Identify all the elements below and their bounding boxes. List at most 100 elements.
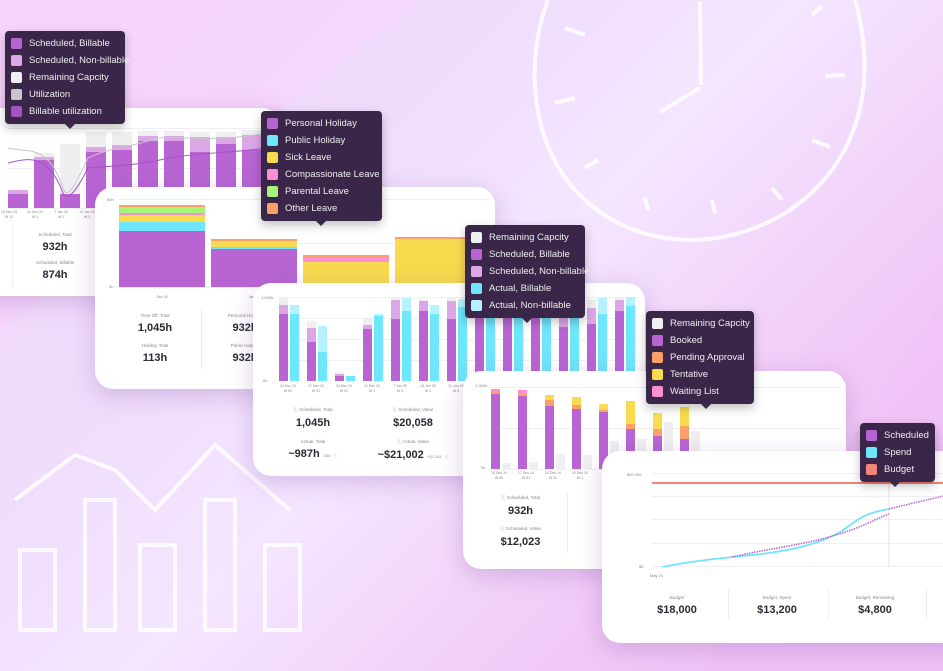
legend-item: Waiting List (652, 383, 748, 400)
chart-bar[interactable] (60, 144, 80, 208)
x-label: 7 Jan 25 (54, 210, 68, 214)
chart-bar[interactable] (598, 298, 607, 381)
legend-item: Public Holiday (267, 132, 376, 149)
chart-bar[interactable] (664, 422, 673, 469)
x-label: Dec 24 (156, 295, 168, 299)
chart-bar[interactable] (346, 376, 355, 381)
stat-personal-holiday: Personal Holiday 932h (227, 313, 263, 334)
chart-bar[interactable] (34, 153, 54, 208)
x-label: 31 Dec 24 (27, 210, 43, 214)
legend-item: Other Leave (267, 200, 376, 217)
chart-bar[interactable] (626, 297, 635, 381)
y-axis-label: 50h (107, 197, 114, 202)
chart-bar[interactable] (491, 389, 500, 469)
chart-bar[interactable] (626, 401, 635, 469)
x-label: 24 Dec 24 (1, 210, 17, 214)
legend-item: Compassionate Leave (267, 166, 380, 183)
chart-bar[interactable] (119, 205, 205, 287)
legend-item: Scheduled, Non-billable (11, 52, 129, 69)
booking-legend-tooltip: Remaining Capcity Booked Pending Approva… (646, 311, 754, 409)
chart-bar[interactable] (335, 372, 344, 381)
chart-bar[interactable] (391, 297, 400, 381)
stat-budget-spent: Budget, Spent $13,200 (757, 595, 797, 616)
chart-bar[interactable] (318, 326, 327, 381)
x-label: 31 Dec 24 (364, 384, 380, 388)
legend-item: Scheduled, Billable (471, 246, 579, 263)
stat-actual-total: Actual, Total ~987h -58h ⓘ (288, 439, 338, 460)
stat-scheduled-total: ⓘ Scheduled, Total 932h (501, 495, 540, 517)
legend-item: Actual, Billable (471, 280, 579, 297)
chart-bar[interactable] (211, 239, 297, 287)
chart-bar[interactable] (518, 390, 527, 469)
utilization-legend-tooltip: Scheduled, Billable Scheduled, Non-billa… (5, 31, 129, 129)
chart-bar[interactable] (583, 455, 592, 469)
chart-bar[interactable] (430, 305, 439, 381)
y-axis-label: 0h (481, 465, 486, 470)
chart-bar[interactable] (691, 431, 700, 469)
x-label: 17 Dec 24 (308, 384, 324, 388)
chart-bar[interactable] (529, 462, 538, 469)
chart-bar[interactable] (615, 297, 624, 381)
chart-bar[interactable] (599, 404, 608, 469)
x-label: W 3 (424, 389, 432, 393)
utilization-lines (8, 132, 269, 197)
legend-item: Scheduled, Billable (11, 35, 119, 52)
y-axis-label: 1,000h (261, 295, 274, 300)
chart-bar[interactable] (307, 321, 316, 381)
budget-legend-tooltip: Scheduled Spend Budget (860, 423, 935, 487)
x-label: W 3 (83, 215, 91, 219)
chart-bar[interactable] (290, 305, 299, 381)
bar-chart-doodle-icon (13, 442, 302, 632)
chart-bar[interactable] (402, 298, 411, 381)
x-label: 7 Jan 25 (393, 384, 407, 388)
x-label: W 1 (576, 476, 584, 480)
time-off-legend-tooltip: Personal Holiday Public Holiday Sick Lea… (261, 111, 382, 226)
x-label: W 50 (494, 476, 504, 480)
chart-bar[interactable] (8, 190, 28, 208)
legend-item: Pending Approval (652, 349, 748, 366)
chart-bar[interactable] (572, 397, 581, 469)
clock-icon (532, 0, 867, 242)
legend-item: Scheduled (866, 427, 929, 444)
chart-bar[interactable] (279, 297, 288, 381)
budget-lines (652, 473, 943, 567)
info-icon[interactable]: ⓘ (333, 453, 338, 458)
chart-bar[interactable] (458, 299, 467, 381)
chart-bar[interactable] (419, 299, 428, 381)
legend-item: Remaining Capcity (652, 315, 750, 332)
stat-time-off-total: Time Off, Total 1,045h (137, 313, 173, 334)
x-label: 14 Jan 25 (420, 384, 436, 388)
stat-scheduled-billable: Scheduled, Billable 874h (35, 260, 75, 281)
info-icon[interactable]: ⓘ (444, 454, 449, 459)
legend-item: Spend (866, 444, 929, 461)
chart-bar[interactable] (447, 297, 456, 381)
legend-item: Scheduled, Non-billable (471, 263, 589, 280)
budget-card: $20,000 $0 May 24 Budget $18,000 Budget, … (602, 451, 943, 643)
budget-chart (652, 473, 943, 567)
chart-bar[interactable] (363, 319, 372, 381)
chart-bar[interactable] (587, 299, 596, 381)
legend-item: Tentative (652, 366, 748, 383)
y-axis-label: $20,000 (627, 472, 642, 477)
info-icon[interactable]: ⓘ (293, 407, 300, 412)
stat-scheduled-value: ⓘ Scheduled, Value $20,058 (392, 407, 434, 429)
stat-scheduled-value: ⓘ Scheduled, Value $12,023 (500, 526, 541, 548)
y-axis-label: 0h (109, 284, 114, 289)
chart-bar[interactable] (502, 463, 511, 469)
actual-legend-tooltip: Remaining Capcity Scheduled, Billable Sc… (465, 225, 589, 323)
x-label: W 1 (31, 215, 39, 219)
info-icon[interactable]: ⓘ (392, 407, 399, 412)
info-icon[interactable]: ⓘ (501, 495, 507, 500)
x-label: W 50 (283, 389, 293, 393)
chart-bar[interactable] (545, 395, 554, 469)
x-label: 24 Dec 24 (545, 471, 561, 475)
chart-bar[interactable] (556, 454, 565, 469)
legend-item: Booked (652, 332, 748, 349)
legend-item: Personal Holiday (267, 115, 376, 132)
info-icon[interactable]: ⓘ (500, 526, 506, 531)
legend-item: Remaining Capcity (471, 229, 579, 246)
info-icon[interactable]: ⓘ (397, 439, 403, 444)
chart-bar[interactable] (374, 314, 383, 381)
x-label: W 4 (452, 389, 460, 393)
x-label: W 52 (339, 389, 349, 393)
